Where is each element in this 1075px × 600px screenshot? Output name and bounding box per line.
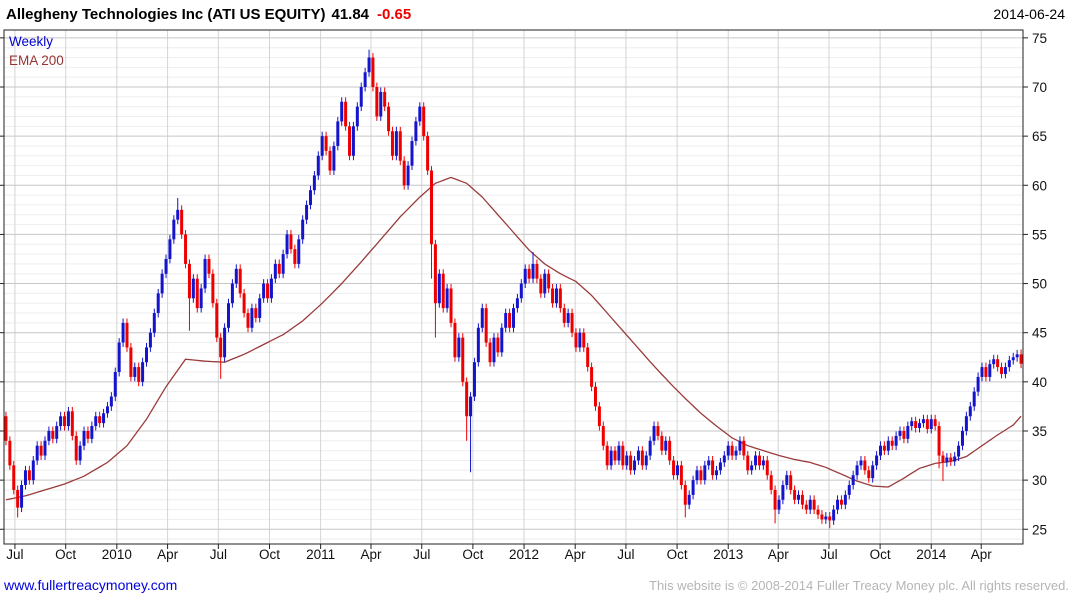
svg-text:2012: 2012 (509, 547, 539, 562)
svg-text:Jul: Jul (210, 547, 227, 562)
svg-text:Jul: Jul (820, 547, 837, 562)
svg-text:35: 35 (1032, 424, 1047, 439)
legend-timeframe-label: Weekly (9, 34, 54, 49)
svg-text:Oct: Oct (259, 547, 280, 562)
svg-text:55: 55 (1032, 227, 1047, 242)
title-block: Allegheny Technologies Inc (ATI US EQUIT… (0, 6, 411, 23)
instrument-title: Allegheny Technologies Inc (ATI US EQUIT… (6, 5, 326, 23)
chart-header: Allegheny Technologies Inc (ATI US EQUIT… (0, 0, 1075, 28)
svg-text:Apr: Apr (360, 547, 382, 562)
svg-text:2011: 2011 (306, 547, 335, 562)
last-price: 41.84 (331, 5, 370, 23)
svg-text:Oct: Oct (667, 547, 688, 562)
chart-footer: www.fullertreacymoney.com This website i… (0, 572, 1075, 598)
svg-text:30: 30 (1032, 473, 1047, 488)
svg-text:Apr: Apr (565, 547, 587, 562)
svg-text:65: 65 (1032, 129, 1047, 144)
copyright-text: This website is © 2008-2014 Fuller Treac… (649, 577, 1069, 593)
svg-text:2014: 2014 (916, 547, 947, 562)
svg-text:25: 25 (1032, 522, 1047, 537)
legend-ema-label: EMA 200 (9, 53, 64, 68)
svg-text:45: 45 (1032, 326, 1047, 341)
svg-text:Apr: Apr (971, 547, 993, 562)
svg-text:Apr: Apr (157, 547, 179, 562)
svg-text:Oct: Oct (870, 547, 891, 562)
svg-text:Jul: Jul (617, 547, 634, 562)
svg-text:Oct: Oct (55, 547, 76, 562)
svg-text:Apr: Apr (768, 547, 790, 562)
svg-text:60: 60 (1032, 178, 1047, 193)
svg-text:Jul: Jul (413, 547, 430, 562)
svg-text:70: 70 (1032, 80, 1047, 95)
site-link[interactable]: www.fullertreacymoney.com (4, 577, 178, 593)
svg-text:50: 50 (1032, 277, 1047, 292)
svg-text:40: 40 (1032, 375, 1047, 390)
svg-text:2013: 2013 (713, 547, 743, 562)
price-change: -0.65 (377, 5, 412, 23)
price-chart[interactable]: Jul Oct 2010 Apr Jul Oct 2011 Apr Jul Oct 2012 Apr J… (0, 28, 1075, 572)
svg-text:Jul: Jul (6, 547, 23, 562)
svg-text:75: 75 (1032, 31, 1047, 46)
chart-legend: Weekly EMA 200 (9, 32, 64, 70)
svg-text:Oct: Oct (462, 547, 483, 562)
svg-text:2010: 2010 (102, 547, 132, 562)
chart-area: Jul Oct 2010 Apr Jul Oct 2011 Apr Jul Oct 2012 Apr J… (0, 28, 1075, 572)
chart-date: 2014-06-24 (993, 6, 1065, 22)
